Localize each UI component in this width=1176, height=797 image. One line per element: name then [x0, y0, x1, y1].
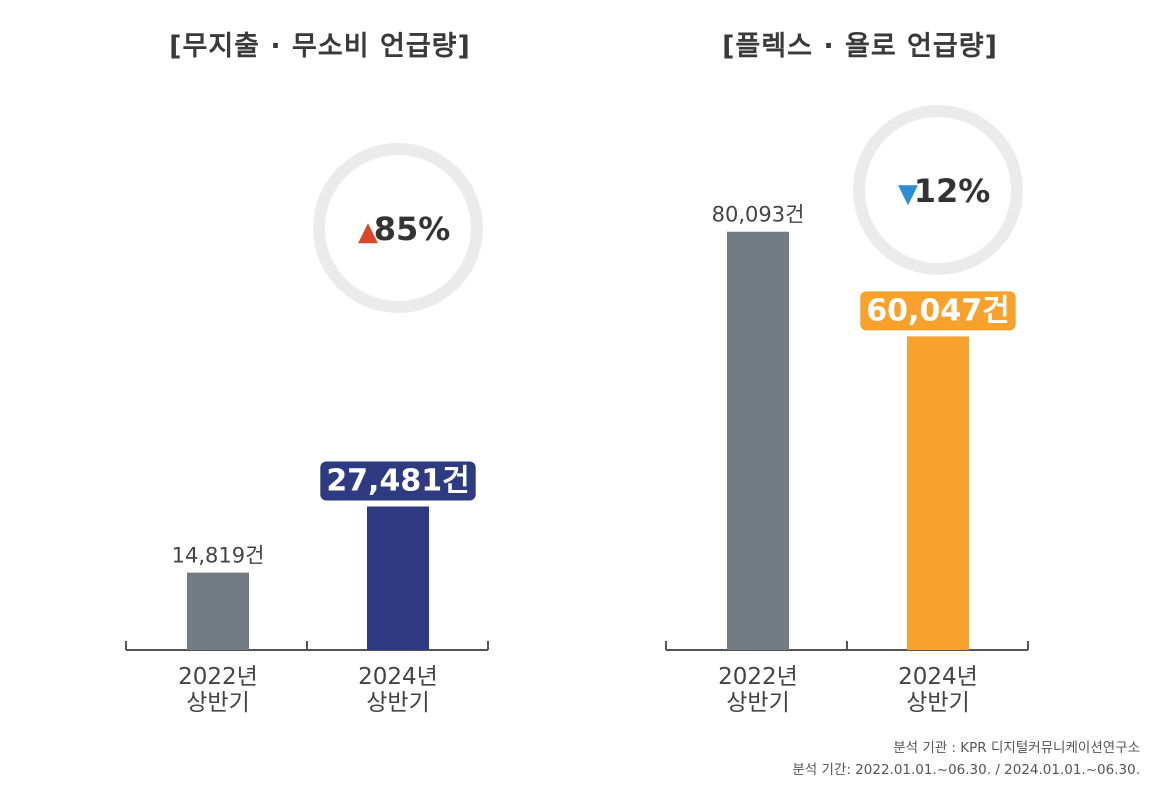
left-value-label-bg: [320, 461, 476, 501]
right-bar-1: [727, 231, 789, 650]
right-category-label-2-2: 상반기: [906, 690, 969, 716]
source-institution: 분석 기관 : KPR 디지털커뮤니케이션연구소: [893, 740, 1140, 756]
left-change-ring: [313, 143, 483, 313]
source-period: 분석 기간: 2022.01.01.~06.30. / 2024.01.01.~…: [792, 762, 1140, 778]
right-change-percent: 12%: [914, 172, 991, 210]
left-chart-title: [무지출 · 무소비 언급량]: [169, 31, 471, 62]
right-bar-2: [907, 336, 969, 650]
right-category-label-2-1: 2024년: [898, 664, 978, 690]
right-value-label-2: 60,047건: [866, 293, 1009, 328]
left-change-arrow-icon: ▲: [358, 217, 378, 247]
right-value-label-1: 80,093건: [712, 203, 805, 227]
left-category-label-2-1: 2024년: [358, 664, 438, 690]
left-category-label-1-2: 상반기: [186, 690, 249, 716]
left-value-label-2: 27,481건: [326, 463, 469, 498]
left-bar-2: [367, 506, 429, 650]
left-chart-panel: [무지출 · 무소비 언급량] 14,819건 2022년 상반기 27,481건 20…: [40, 0, 600, 730]
right-category-label-1-2: 상반기: [726, 690, 789, 716]
right-chart-title: [플렉스 · 욜로 언급량]: [722, 31, 998, 62]
right-value-label-bg: [860, 291, 1016, 331]
left-bar-1: [187, 572, 249, 650]
right-change-arrow-icon: ▼: [898, 179, 918, 209]
left-value-label-1: 14,819건: [172, 544, 265, 568]
left-category-label-1-1: 2022년: [178, 664, 258, 690]
left-category-label-2-2: 상반기: [366, 690, 429, 716]
right-chart-panel: [플렉스 · 욜로 언급량] 80,093건 2022년 상반기 60,047건 202…: [580, 0, 1140, 730]
right-change-ring: [853, 105, 1023, 275]
right-category-label-1-1: 2022년: [718, 664, 798, 690]
source-note: 분석 기관 : KPR 디지털커뮤니케이션연구소 분석 기간: 2022.01.…: [792, 737, 1140, 781]
left-change-percent: 85%: [374, 210, 451, 248]
